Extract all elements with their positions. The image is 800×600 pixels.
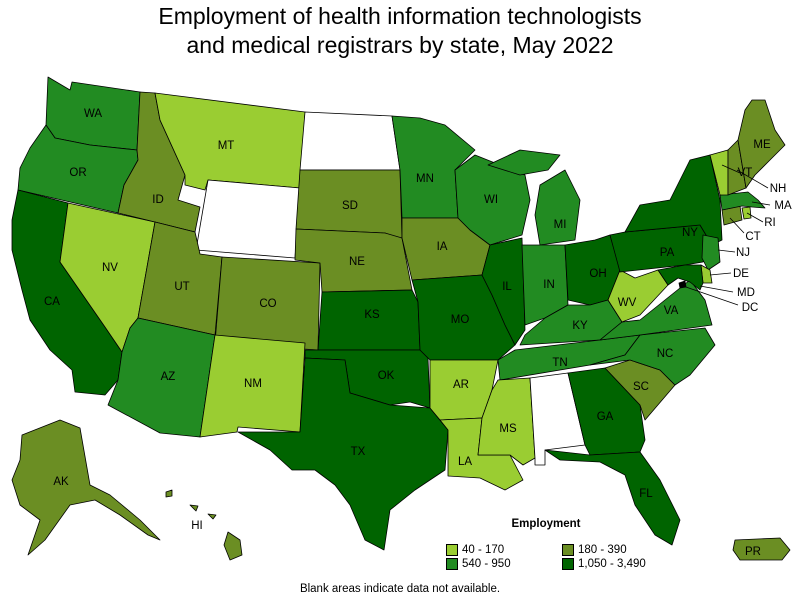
- state-label-sd: SD: [342, 200, 358, 212]
- state-label-ny: NY: [682, 227, 698, 239]
- state-label-pr: PR: [745, 546, 761, 558]
- state-label-ky: KY: [572, 320, 588, 332]
- footnote: Blank areas indicate data not available.: [299, 583, 501, 595]
- legend-swatch: [446, 544, 458, 556]
- state-label-nv: NV: [102, 262, 118, 274]
- state-label-ar: AR: [453, 379, 469, 391]
- state-label-nj: NJ: [736, 247, 750, 259]
- state-label-tx: TX: [351, 446, 366, 458]
- state-nd[interactable]: [299, 111, 401, 171]
- state-ak[interactable]: [11, 419, 161, 556]
- state-label-ri: RI: [764, 217, 776, 229]
- state-label-il: IL: [502, 281, 512, 293]
- legend-label: 540 - 950: [462, 558, 511, 570]
- state-label-ak: AK: [53, 476, 69, 488]
- legend-items: 40 - 170 180 - 390 540 - 950 1,050 - 3,4…: [446, 544, 686, 570]
- state-label-vt: VT: [738, 167, 753, 179]
- state-label-dc: DC: [742, 302, 759, 314]
- state-nc[interactable]: [589, 327, 716, 386]
- state-label-az: AZ: [161, 371, 176, 383]
- legend-item: 40 - 170: [446, 544, 562, 556]
- state-label-ct: CT: [745, 231, 760, 243]
- state-me[interactable]: [737, 99, 786, 189]
- state-pr[interactable]: [732, 537, 791, 561]
- state-label-ma: MA: [774, 200, 792, 212]
- state-label-nh: NH: [770, 183, 787, 195]
- legend-swatch: [562, 558, 574, 570]
- state-label-ok: OK: [378, 370, 395, 382]
- state-label-tn: TN: [552, 357, 567, 369]
- state-label-wi: WI: [484, 194, 498, 206]
- state-label-ne: NE: [349, 256, 365, 268]
- state-tx[interactable]: [237, 357, 449, 551]
- legend-title: Employment: [511, 518, 581, 530]
- state-wy[interactable]: [195, 179, 301, 259]
- map-title: Employment of health information technol…: [0, 2, 800, 60]
- legend-item: 180 - 390: [562, 544, 682, 556]
- state-label-fl: FL: [639, 488, 653, 500]
- title-line-2: and medical registrars by state, May 202…: [186, 32, 614, 58]
- state-ny[interactable]: [624, 154, 723, 246]
- state-label-ca: CA: [44, 296, 60, 308]
- state-ma[interactable]: [719, 191, 766, 211]
- state-label-ut: UT: [174, 281, 189, 293]
- state-nj[interactable]: [701, 234, 721, 271]
- state-label-me: ME: [753, 139, 771, 151]
- legend: Employment 40 - 170 180 - 390 540 - 950 …: [446, 518, 686, 570]
- legend-item: 1,050 - 3,490: [562, 558, 682, 570]
- state-wi[interactable]: [454, 154, 531, 246]
- state-hi[interactable]: [165, 489, 243, 561]
- state-label-ia: IA: [437, 241, 448, 253]
- state-label-ms: MS: [499, 423, 517, 435]
- state-label-id: ID: [152, 194, 164, 206]
- state-label-nm: NM: [244, 378, 262, 390]
- legend-swatch: [562, 544, 574, 556]
- state-label-la: LA: [458, 456, 472, 468]
- state-label-pa: PA: [660, 247, 675, 259]
- legend-label: 1,050 - 3,490: [578, 558, 646, 570]
- state-label-ks: KS: [364, 309, 380, 321]
- legend-label: 40 - 170: [462, 544, 505, 556]
- state-labels: WA OR CA NV ID MT UT CO AZ NM SD NE KS OK TX MN IA MO AR LA…: [44, 108, 792, 558]
- title-line-1: Employment of health information technol…: [158, 3, 642, 29]
- state-label-wv: WV: [618, 297, 637, 309]
- state-label-or: OR: [69, 167, 86, 179]
- state-label-wa: WA: [84, 108, 102, 120]
- state-nm[interactable]: [199, 334, 306, 438]
- state-label-va: VA: [664, 305, 679, 317]
- state-fl[interactable]: [544, 449, 681, 546]
- state-label-mn: MN: [416, 173, 434, 185]
- state-label-sc: SC: [633, 381, 649, 393]
- state-label-md: MD: [737, 287, 755, 299]
- state-label-mo: MO: [451, 314, 470, 326]
- state-label-ga: GA: [597, 411, 614, 423]
- state-label-mi: MI: [554, 219, 567, 231]
- state-label-hi: HI: [191, 520, 203, 532]
- legend-swatch: [446, 558, 458, 570]
- state-label-nc: NC: [657, 348, 674, 360]
- state-label-co: CO: [259, 298, 276, 310]
- state-ri[interactable]: [741, 206, 752, 220]
- legend-item: 540 - 950: [446, 558, 562, 570]
- state-md[interactable]: [657, 264, 704, 291]
- state-mi[interactable]: [487, 149, 581, 246]
- state-label-mt: MT: [218, 140, 235, 152]
- state-label-de: DE: [733, 268, 749, 280]
- state-label-oh: OH: [589, 268, 606, 280]
- leader-lines: [682, 164, 771, 306]
- legend-label: 180 - 390: [578, 544, 627, 556]
- state-label-in: IN: [543, 279, 555, 291]
